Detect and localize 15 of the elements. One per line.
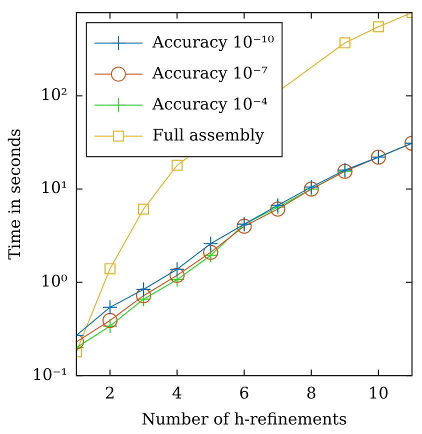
legend-label: Full assembly [152,125,264,144]
legend-label: Accuracy 10⁻⁴ [151,94,268,114]
x-tick-label: 2 [104,383,116,402]
x-tick-label: 4 [172,383,182,402]
y-tick-label: 10² [40,84,68,104]
x-axis-title: Number of h-refinements [142,410,347,429]
x-tick-label: 8 [306,383,316,402]
y-tick-label: 10¹ [40,178,68,198]
y-axis-title: Time in seconds [4,128,24,260]
y-tick-label: 10⁻¹ [32,364,68,384]
legend-label: Accuracy 10⁻⁷ [151,63,268,82]
legend-label: Accuracy 10⁻¹⁰ [151,32,274,52]
y-tick-label: 10⁰ [40,271,68,290]
x-tick-label: 10 [368,383,389,402]
x-tick-label: 6 [239,383,250,402]
